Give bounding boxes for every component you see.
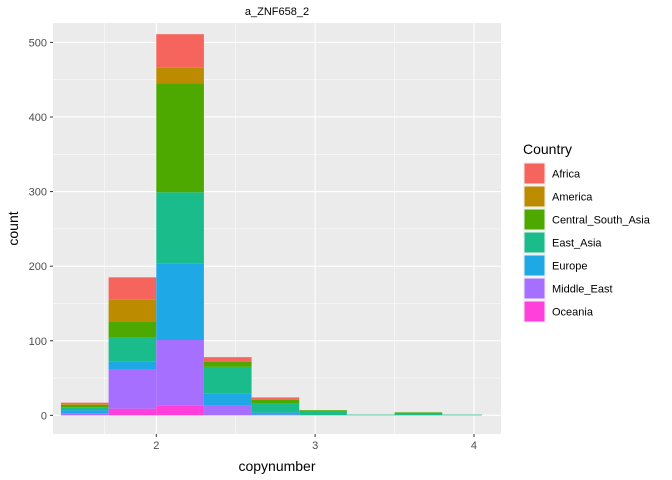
y-tick-label: 500	[29, 37, 47, 49]
bar-segment-africa	[203, 357, 252, 362]
y-tick-label: 300	[29, 187, 47, 199]
y-axis-title: count	[5, 211, 21, 245]
bar-segment-oceania	[156, 405, 204, 416]
bar-segment-central-south-asia	[394, 412, 443, 414]
x-tick-label: 3	[312, 440, 318, 452]
bar-segment-europe	[251, 412, 300, 415]
bar-segment-europe	[60, 410, 109, 414]
bar-segment-central-south-asia	[108, 321, 157, 338]
bars-layer	[60, 34, 482, 416]
bar-segment-europe	[156, 263, 204, 341]
bar-segment-middle-east	[251, 414, 300, 416]
bar-segment-central-south-asia	[251, 399, 300, 404]
bar-segment-africa	[251, 397, 300, 400]
x-axis: 2 3 4	[153, 434, 477, 452]
legend-swatch-central-south-asia	[524, 209, 545, 230]
bar-segment-middle-east	[60, 413, 109, 416]
bar-segment-africa	[60, 402, 109, 405]
legend-label: Middle_East	[552, 284, 613, 296]
legend-swatch-europe	[524, 255, 545, 276]
legend-label: America	[552, 192, 593, 204]
bar-segment-central-south-asia	[156, 83, 204, 193]
bar-segment-central-south-asia	[299, 410, 347, 411]
bar-segment-africa	[108, 277, 157, 300]
bar-segment-east-asia	[156, 192, 204, 264]
legend: Country Africa America Central_South_Asia E…	[523, 141, 651, 323]
legend-title: Country	[523, 141, 572, 157]
y-tick-label: 100	[29, 336, 47, 348]
x-tick-label: 4	[471, 440, 477, 452]
bar-segment-america	[60, 404, 109, 405]
bar-segment-oceania	[108, 408, 157, 416]
bar-segment-east-asia	[251, 403, 300, 413]
bar-segment-east-asia	[299, 410, 347, 416]
x-tick-label: 2	[153, 440, 159, 452]
bar-segment-east-asia	[442, 414, 482, 416]
legend-label: East_Asia	[552, 238, 602, 250]
y-tick-label: 200	[29, 261, 47, 273]
bar-segment-middle-east	[108, 369, 157, 409]
legend-swatch-east-asia	[524, 232, 545, 253]
bar-segment-europe	[203, 393, 252, 406]
y-tick-label: 0	[41, 410, 47, 422]
bar-segment-central-south-asia	[203, 361, 252, 367]
legend-swatch-africa	[524, 163, 545, 184]
bar-segment-america	[156, 67, 204, 84]
legend-label: Oceania	[552, 307, 594, 319]
chart-title: a_ZNF658_2	[245, 6, 309, 18]
bar-segment-central-south-asia	[60, 404, 109, 408]
legend-swatch-middle-east	[524, 278, 545, 299]
y-tick-label: 400	[29, 112, 47, 124]
x-axis-title: copynumber	[238, 458, 315, 474]
bar-segment-east-asia	[60, 407, 109, 411]
bar-segment-america	[108, 299, 157, 322]
legend-label: Africa	[552, 169, 581, 181]
bar-segment-east-asia	[394, 413, 443, 416]
bar-segment-east-asia	[346, 414, 395, 416]
y-axis: 0 100 200 300 400 500	[29, 37, 53, 422]
bar-segment-europe	[108, 361, 157, 370]
legend-label: Central_South_Asia	[552, 215, 651, 227]
bar-segment-east-asia	[203, 366, 252, 394]
bar-segment-africa	[156, 34, 204, 68]
bar-segment-middle-east	[203, 405, 252, 416]
legend-label: Europe	[552, 261, 587, 273]
legend-swatch-oceania	[524, 301, 545, 322]
legend-swatch-america	[524, 186, 545, 207]
bar-segment-middle-east	[156, 340, 204, 406]
bar-segment-east-asia	[108, 337, 157, 362]
